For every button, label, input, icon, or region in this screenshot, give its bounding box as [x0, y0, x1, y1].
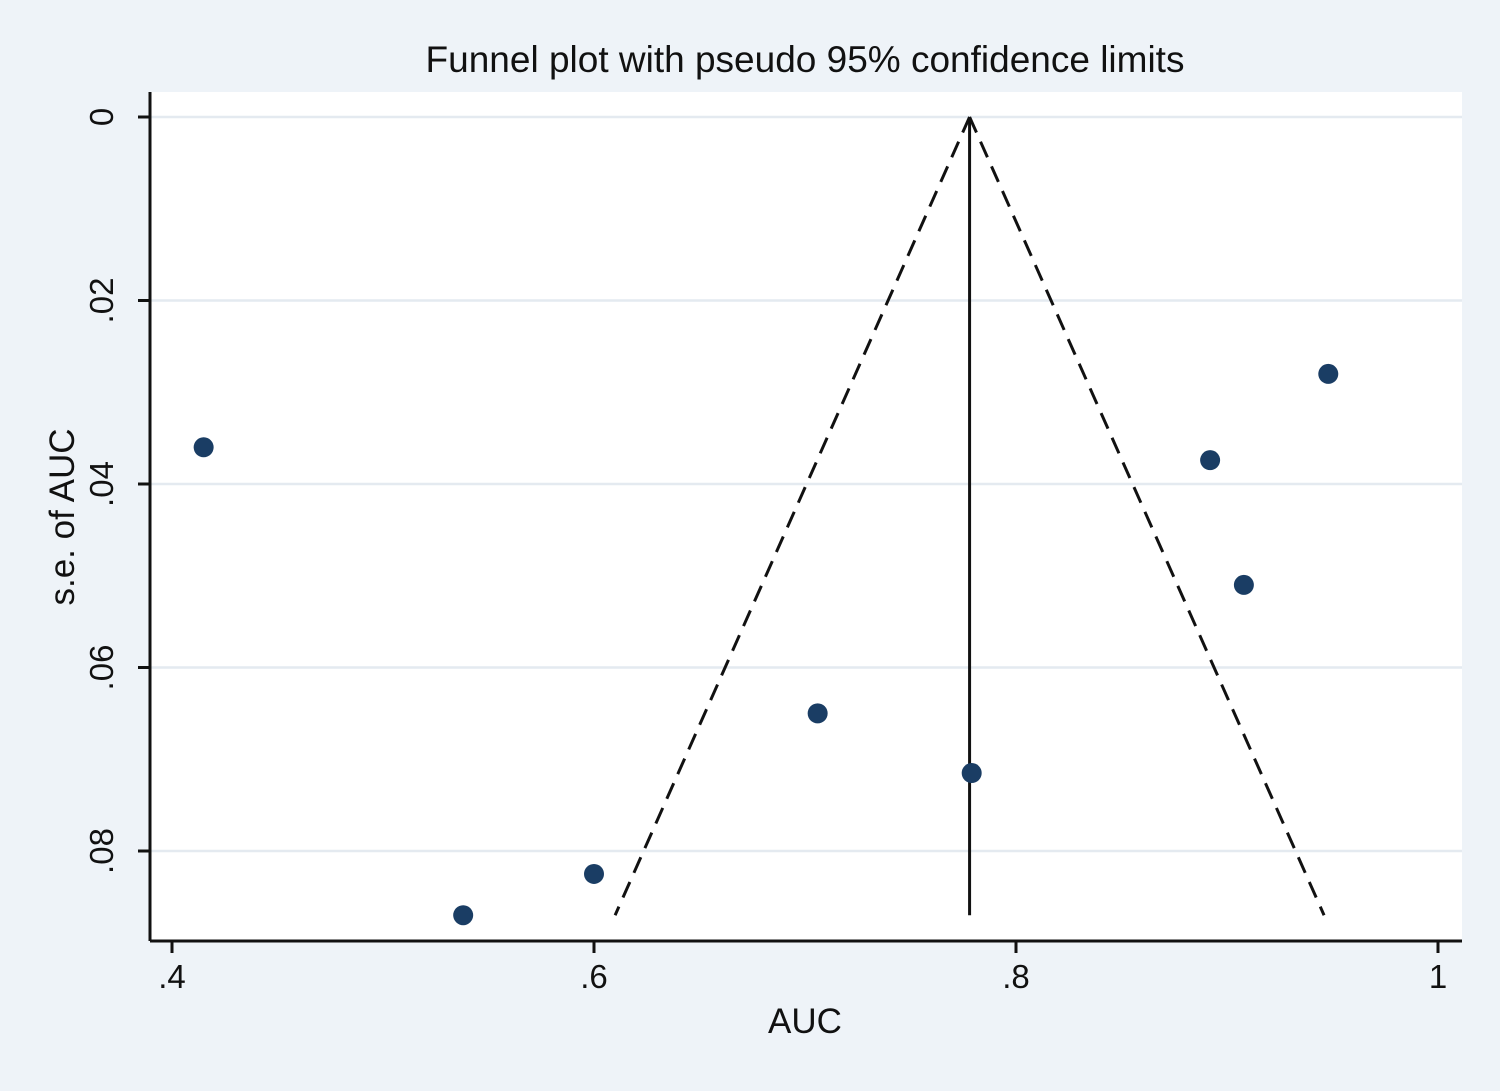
x-axis-label: AUC [768, 1002, 842, 1041]
chart-title: Funnel plot with pseudo 95% confidence l… [426, 39, 1185, 80]
lower-confidence-limit-line [613, 116, 971, 916]
data-point [807, 703, 828, 724]
data-point [961, 763, 982, 784]
axes [138, 92, 1462, 953]
data-point [584, 863, 604, 884]
y-tick-label: .04 [83, 461, 120, 507]
data-point [193, 437, 214, 458]
data-point [1318, 363, 1339, 384]
upper-confidence-limit-line [968, 116, 1326, 916]
x-tick-label: .8 [1002, 958, 1030, 995]
tick-labels: .4 .6 .8 1 0 .02 .04 .06 .08 [83, 108, 1447, 995]
x-tick-label: .4 [158, 958, 186, 995]
x-tick-label: .6 [580, 958, 608, 995]
grid-lines [150, 115, 1462, 853]
data-point [1200, 450, 1221, 471]
plot-area [150, 92, 1462, 941]
data-point [1233, 574, 1254, 595]
y-tick-label: .08 [83, 828, 120, 874]
y-axis-label: s.e. of AUC [43, 428, 82, 605]
data-point [453, 905, 474, 926]
y-tick-label: .06 [83, 645, 120, 691]
y-tick-label: .02 [83, 278, 120, 324]
x-tick-label: 1 [1429, 958, 1447, 995]
y-tick-label: 0 [83, 108, 120, 126]
data-points [193, 363, 1339, 926]
